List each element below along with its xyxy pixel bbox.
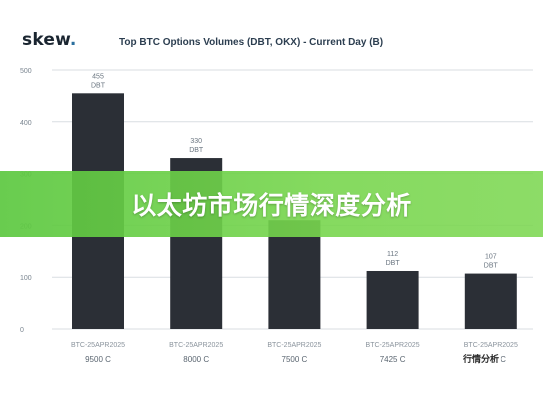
data-label-value: 112	[387, 251, 398, 258]
x-tick-label-strike: 7500 C	[282, 355, 308, 364]
chart-title: Top BTC Options Volumes (DBT, OKX) - Cur…	[119, 37, 384, 48]
y-tick-label: 100	[20, 275, 32, 282]
data-label-value: 330	[190, 138, 202, 145]
y-tick-label: 400	[20, 120, 32, 127]
data-label-value: 107	[485, 254, 497, 261]
y-tick-label: 500	[20, 68, 32, 75]
data-label-unit: DBT	[189, 147, 204, 154]
x-tick-label-instrument: BTC-25APR2025	[169, 342, 223, 349]
brand-name: skew	[22, 30, 70, 50]
skew-logo: skew.	[22, 30, 77, 50]
x-tick-label-strike: 9500 C	[85, 355, 111, 364]
x-tick-label-instrument: BTC-25APR2025	[267, 342, 321, 349]
data-label-unit: DBT	[386, 260, 401, 267]
bar	[464, 273, 517, 329]
data-label-value: 455	[92, 73, 104, 80]
banner-title: 以太坊市场行情深度分析	[131, 191, 412, 220]
x-tick-label-instrument: BTC-25APR2025	[464, 342, 518, 349]
data-label-unit: DBT	[484, 263, 499, 270]
x-tick-label-strike: 7425 C	[380, 355, 406, 364]
brand-dot: .	[69, 30, 77, 50]
watermark: 行情分析	[461, 352, 502, 365]
title-banner: 以太坊市场行情深度分析	[0, 171, 543, 237]
bar	[366, 270, 419, 329]
bar	[268, 220, 321, 329]
x-tick-label-instrument: BTC-25APR2025	[366, 342, 420, 349]
x-tick-label-strike: 8000 C	[183, 355, 209, 364]
x-tick-label-instrument: BTC-25APR2025	[71, 342, 125, 349]
data-label-unit: DBT	[91, 82, 106, 89]
y-tick-label: 0	[20, 327, 24, 334]
